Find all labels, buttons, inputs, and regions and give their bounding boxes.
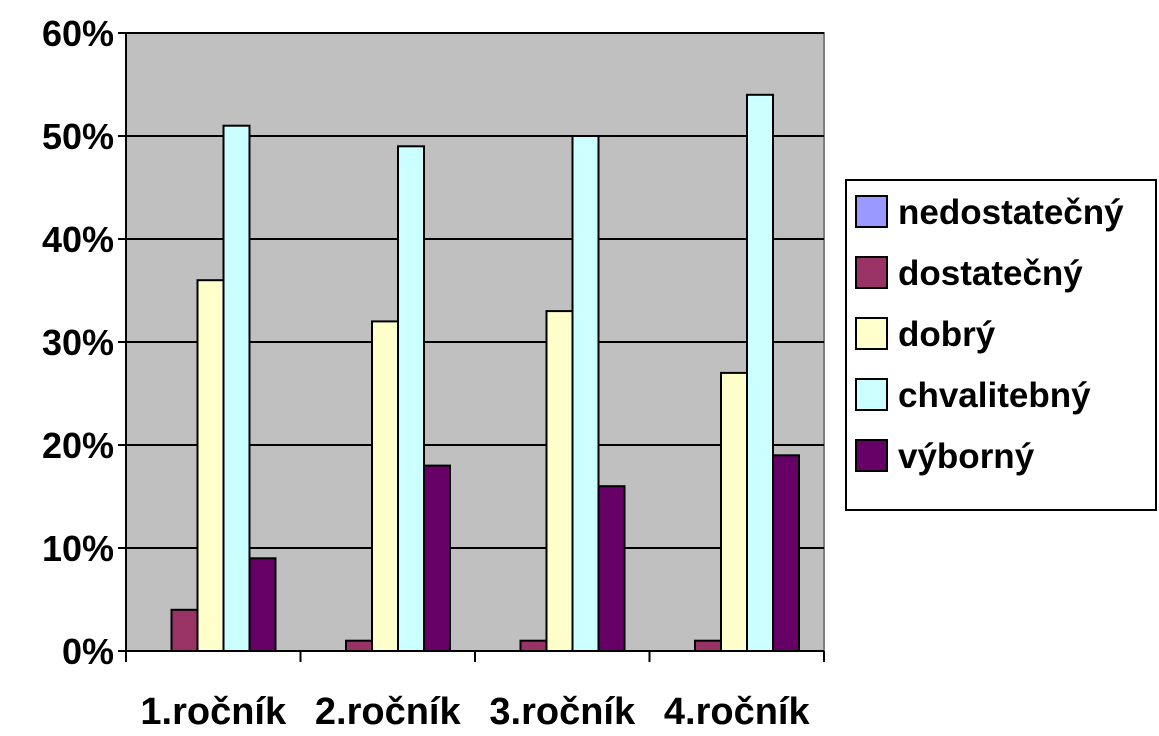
x-category-label: 4.ročník — [664, 691, 811, 733]
legend-label: dobrý — [898, 315, 996, 354]
x-category-label: 3.ročník — [489, 691, 636, 733]
x-category-label: 2.ročník — [315, 691, 462, 733]
legend-swatch-dostatečný — [855, 256, 888, 289]
bar-dostatečný-4.ročník — [694, 639, 722, 653]
bar-chvalitebný-2.ročník — [397, 145, 425, 653]
bar-dostatečný-3.ročník — [519, 639, 548, 653]
y-tick-label: 40% — [42, 219, 114, 260]
y-tick-label: 20% — [42, 425, 114, 466]
bar-chvalitebný-1.ročník — [222, 124, 251, 652]
bar-group — [170, 93, 800, 653]
x-axis-ticks: 1.ročník 2.ročník 3.ročník 4.ročník — [125, 651, 825, 733]
y-tick-label: 60% — [42, 13, 114, 54]
y-tick-label: 10% — [42, 528, 114, 569]
bar-výborný-1.ročník — [248, 557, 277, 652]
legend-box — [845, 179, 1157, 511]
legend-label: nedostatečný — [898, 193, 1124, 232]
bar-výborný-3.ročník — [597, 485, 626, 653]
y-tick-label: 30% — [42, 322, 114, 363]
x-category-label: 1.ročník — [140, 691, 287, 733]
bar-dobrý-1.ročník — [196, 279, 225, 652]
bar-chvalitebný-4.ročník — [746, 93, 774, 653]
y-tick-label: 0% — [62, 631, 114, 672]
bar-výborný-4.ročník — [772, 454, 800, 652]
bar-dostatečný-2.ročník — [345, 639, 373, 653]
legend-swatch-výborný — [855, 439, 888, 472]
bar-dostatečný-1.ročník — [170, 608, 199, 652]
legend-swatch-dobrý — [855, 317, 888, 350]
legend-label: dostatečný — [898, 254, 1083, 293]
bar-chvalitebný-3.ročník — [571, 135, 600, 652]
legend-swatch-chvalitebný — [855, 378, 888, 411]
bar-dobrý-4.ročník — [720, 371, 748, 652]
y-axis-ticks: 0% 10% 20% 30% 40% 50% 60% — [42, 13, 126, 672]
legend-label: výborný — [898, 437, 1035, 476]
bar-dobrý-3.ročník — [545, 310, 574, 652]
bar-dobrý-2.ročník — [371, 320, 399, 652]
y-tick-label: 50% — [42, 116, 114, 157]
legend-swatch-nedostatečný — [855, 195, 888, 228]
legend-label: chvalitebný — [898, 376, 1091, 415]
bar-výborný-2.ročník — [423, 464, 451, 652]
legend: nedostatečný dostatečný dobrý chvalitebný vý… — [845, 179, 1157, 511]
